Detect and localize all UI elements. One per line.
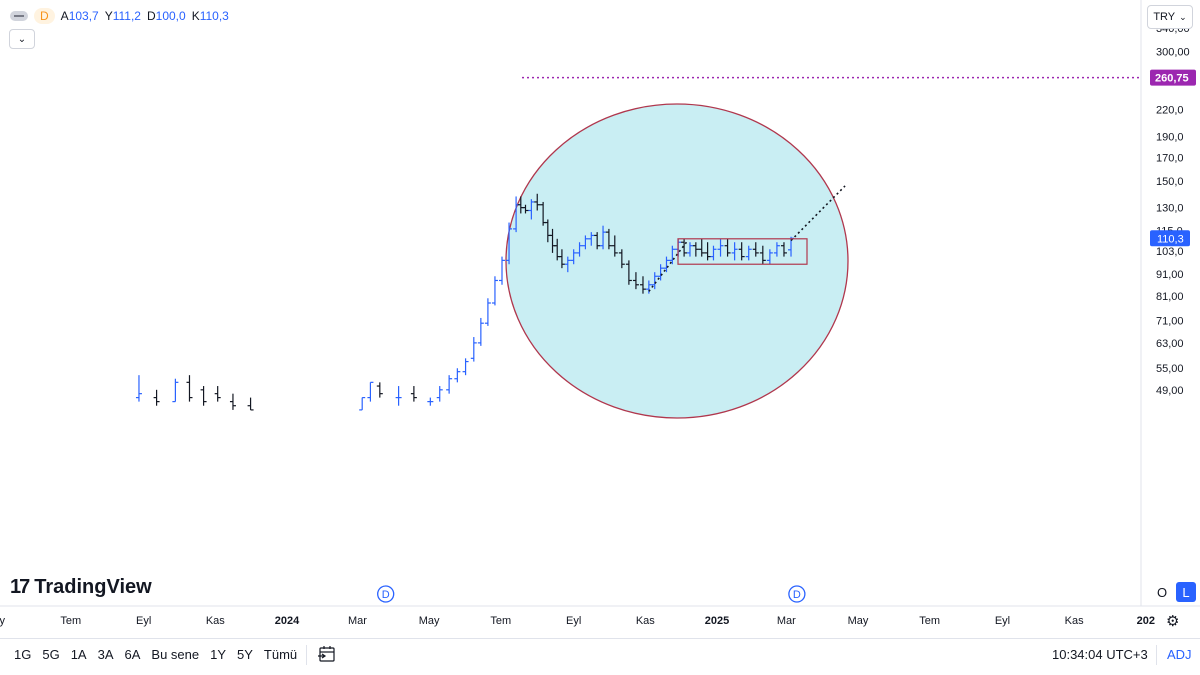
gear-icon[interactable]: ⚙: [1166, 613, 1180, 630]
price-tick-label: 91,00: [1156, 269, 1184, 281]
ohlc-close-key: K: [191, 9, 200, 23]
bottom-toolbar: 1G 5G 1A 3A 6A Bu sene 1Y 5Y Tümü 10:34:…: [0, 638, 1200, 670]
range-rectangle[interactable]: [677, 238, 808, 265]
toolbar-divider: [1156, 645, 1157, 665]
ohlc-low-value: 100,0: [155, 9, 186, 23]
last-price-label: 110,3: [1157, 233, 1184, 245]
time-tick-label: May: [419, 615, 440, 627]
dividend-marker-label: D: [793, 589, 801, 601]
tv-logo-icon: 17: [10, 576, 30, 598]
ohlc-values: A103,7 Y111,2 D100,0 K110,3: [61, 9, 229, 23]
toolbar-divider: [306, 645, 307, 665]
last-price-box: [1150, 230, 1190, 247]
time-tick-label: Eyl: [995, 615, 1010, 627]
legend-header: D A103,7 Y111,2 D100,0 K110,3: [10, 6, 229, 26]
price-tick-label: 190,0: [1156, 132, 1184, 144]
time-tick-label: Kas: [636, 615, 655, 627]
period-1g[interactable]: 1G: [14, 647, 32, 662]
scale-o-button[interactable]: O: [1156, 584, 1168, 600]
price-chart[interactable]: 340,00300,00220,0190,0170,0150,0130,0115…: [0, 0, 1200, 638]
visibility-toggle-icon[interactable]: [10, 11, 28, 21]
time-tick-label: Tem: [490, 615, 511, 627]
time-tick-label: Kas: [206, 615, 225, 627]
ohlc-low-key: D: [146, 9, 156, 23]
time-tick-label: Tem: [919, 615, 940, 627]
price-tick-label: 49,00: [1156, 385, 1184, 397]
tradingview-logo: 17 TradingView: [10, 576, 152, 599]
scale-l-button[interactable]: L: [1176, 582, 1196, 602]
period-6a[interactable]: 6A: [124, 647, 141, 662]
level-label-box: [1150, 69, 1196, 86]
dividend-marker-label: D: [382, 589, 390, 601]
time-tick-label: Tem: [60, 615, 81, 627]
ohlc-high-value: 111,2: [112, 9, 141, 23]
level-label: 260,75: [1155, 73, 1189, 85]
period-5y[interactable]: 5Y: [237, 647, 253, 662]
time-tick-label: Eyl: [566, 615, 581, 627]
date-range-icon[interactable]: [317, 644, 337, 664]
currency-label: TRY: [1153, 11, 1176, 23]
time-tick-label: Mar: [777, 615, 796, 627]
period-ytd[interactable]: Bu sene: [151, 647, 200, 662]
price-tick-label: 150,0: [1156, 176, 1184, 188]
period-1a[interactable]: 1A: [70, 647, 87, 662]
dividend-marker[interactable]: [788, 585, 806, 603]
price-tick-label: 55,00: [1156, 363, 1184, 375]
price-tick-label: 220,0: [1156, 104, 1184, 116]
time-tick-label: Mar: [348, 615, 367, 627]
ohlc-high-key: Y: [104, 9, 113, 23]
collapse-legend-button[interactable]: ⌄: [9, 29, 35, 49]
time-tick-label: 2024: [275, 615, 300, 627]
price-tick-label: 130,0: [1156, 203, 1184, 215]
period-buttons: 1G 5G 1A 3A 6A Bu sene 1Y 5Y Tümü: [14, 647, 297, 662]
price-tick-label: 71,00: [1156, 316, 1184, 328]
ohlc-open-value: 103,7: [68, 9, 99, 23]
currency-selector[interactable]: TRY ⌄: [1147, 5, 1193, 29]
time-tick-label: Kas: [1065, 615, 1084, 627]
time-tick-label: 202: [1137, 615, 1155, 627]
chevron-down-icon: ⌄: [1179, 11, 1187, 22]
ohlc-open-key: A: [60, 9, 69, 23]
price-tick-label: 103,0: [1156, 246, 1184, 258]
time-tick-label: Eyl: [136, 615, 151, 627]
adjustment-toggle[interactable]: ADJ: [1167, 647, 1192, 662]
time-tick-label: 2025: [705, 615, 729, 627]
period-1y[interactable]: 1Y: [210, 647, 227, 662]
price-tick-label: 63,00: [1156, 338, 1184, 350]
interval-label[interactable]: D: [34, 8, 55, 24]
circle-drawing[interactable]: [505, 103, 849, 419]
logo-text: TradingView: [34, 576, 152, 598]
period-5g[interactable]: 5G: [42, 647, 60, 662]
period-all[interactable]: Tümü: [263, 647, 298, 662]
price-tick-label: 170,0: [1156, 153, 1184, 165]
ohlc-close-value: 110,3: [199, 9, 229, 23]
trendline-dotted[interactable]: [648, 241, 688, 292]
time-tick-label: May: [848, 615, 869, 627]
price-tick-label: 300,00: [1156, 46, 1190, 58]
clock-readout[interactable]: 10:34:04 UTC+3: [1052, 647, 1148, 662]
chevron-down-icon: ⌄: [17, 33, 27, 45]
dividend-marker[interactable]: [377, 585, 395, 603]
period-3a[interactable]: 3A: [97, 647, 114, 662]
time-tick-label: ay: [0, 615, 5, 627]
price-tick-label: 81,00: [1156, 291, 1184, 303]
